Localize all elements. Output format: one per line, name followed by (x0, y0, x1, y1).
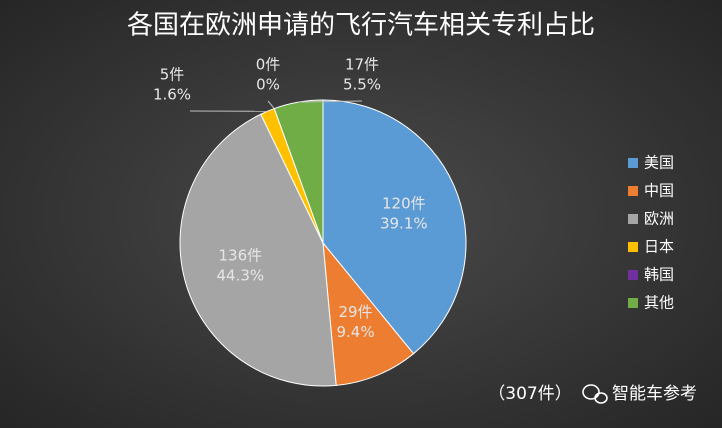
leader-line (298, 100, 363, 103)
leader-line (267, 100, 275, 109)
slice-percent-label: 9.4% (336, 323, 374, 341)
slice-count-label: 136件 (219, 246, 263, 264)
legend-swatch (628, 214, 638, 224)
slice-percent-label: 5.5% (343, 76, 381, 94)
legend-swatch (628, 158, 638, 168)
slice-count-label: 5件 (160, 66, 185, 84)
slice-percent-label: 44.3% (217, 266, 265, 284)
legend-swatch (628, 270, 638, 280)
pie-slice (322, 99, 467, 355)
legend-label: 韩国 (644, 266, 674, 284)
slice-count-label: 120件 (382, 195, 426, 213)
legend-label: 日本 (644, 238, 674, 256)
slice-percent-label: 0% (256, 76, 280, 94)
slice-count-label: 29件 (338, 303, 372, 321)
slice-count-label: 0件 (256, 56, 281, 74)
source-icon (582, 384, 608, 404)
slice-count-label: 17件 (345, 56, 379, 74)
legend-label: 中国 (644, 182, 674, 200)
legend-swatch (628, 242, 638, 252)
legend-label: 欧洲 (644, 210, 674, 228)
pie-slice (179, 113, 337, 387)
slice-percent-label: 39.1% (380, 215, 428, 233)
chart-title: 各国在欧洲申请的飞行汽车相关专利占比 (127, 11, 595, 41)
source: 智能车参考 (612, 384, 697, 404)
pie-slice (322, 241, 415, 386)
total-note: （307件） (488, 384, 571, 404)
legend-swatch (628, 186, 638, 196)
legend-label: 美国 (644, 154, 674, 172)
legend-swatch (628, 298, 638, 308)
legend-label: 其他 (644, 294, 674, 312)
slice-percent-label: 1.6% (153, 86, 191, 104)
